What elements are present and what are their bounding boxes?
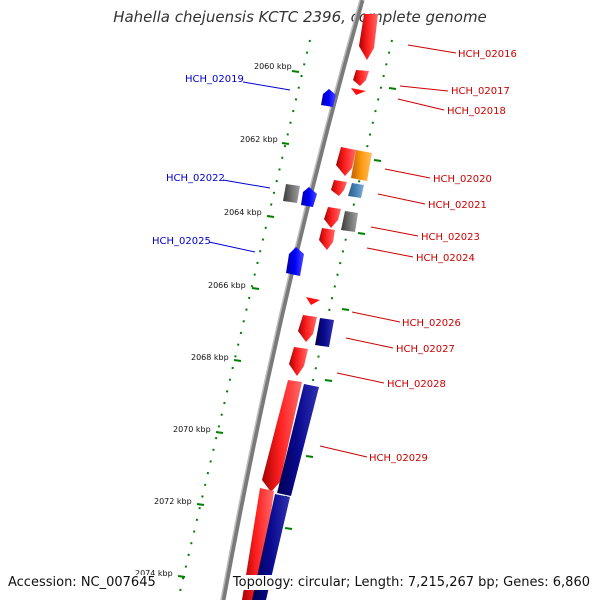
- gene-labels: HCH_02016 HCH_02017 HCH_02018 HCH_02019 …: [152, 49, 517, 464]
- accession-text: Accession: NC_007645: [8, 575, 156, 590]
- outer-tick: [305, 455, 314, 458]
- ruler-tick-label: 2068 kbp: [191, 353, 229, 362]
- ruler-tick-label: 2066 kbp: [208, 281, 246, 290]
- gene-label[interactable]: HCH_02020: [433, 174, 492, 185]
- gene-arrow-hch-02022[interactable]: [301, 187, 317, 207]
- leader-line: [242, 81, 291, 91]
- ruler-tick: [251, 287, 260, 290]
- leader-line: [208, 241, 256, 253]
- leader-line: [370, 226, 419, 237]
- gene-label[interactable]: HCH_02024: [416, 253, 475, 264]
- leader-line: [397, 98, 445, 111]
- gene-label[interactable]: HCH_02026: [402, 318, 461, 329]
- ruler-tick: [233, 359, 242, 362]
- leader-line: [336, 372, 385, 384]
- gene-arrow-hch-02023[interactable]: [324, 207, 341, 228]
- gene-arrow-hch-02019[interactable]: [321, 89, 336, 107]
- outer-tick: [357, 232, 366, 235]
- gene-label[interactable]: HCH_02017: [451, 86, 510, 97]
- backbone: [220, 0, 365, 600]
- gene-label[interactable]: HCH_02016: [458, 49, 517, 60]
- gene-label[interactable]: HCH_02019: [185, 74, 244, 85]
- ruler-tick-label: 2074 kbp: [135, 569, 173, 578]
- ruler-tick: [266, 215, 275, 218]
- gene-box-hch-02023[interactable]: [341, 211, 358, 232]
- label-leaders: [208, 44, 457, 458]
- gene-box-hch-02022[interactable]: [283, 184, 300, 203]
- gene-arrow-hch-02021[interactable]: [331, 180, 347, 196]
- leader-line: [384, 168, 431, 179]
- gene-arrow-hch-02018[interactable]: [351, 88, 366, 95]
- gene-box-hch-02021[interactable]: [348, 183, 364, 198]
- leader-line: [407, 44, 457, 54]
- gene-features: [242, 14, 378, 600]
- gene-arrow-hch-02017[interactable]: [353, 70, 369, 86]
- ruler-tick: [177, 575, 186, 578]
- ruler-tick: [215, 431, 224, 434]
- outer-tick: [341, 308, 350, 311]
- gene-label[interactable]: HCH_02029: [369, 453, 428, 464]
- backbone-arc-highlight: [220, 0, 361, 600]
- gene-label[interactable]: HCH_02023: [421, 232, 480, 243]
- gene-label[interactable]: HCH_02018: [447, 106, 506, 117]
- leader-line: [351, 311, 401, 323]
- gene-arrow-hch-02024[interactable]: [319, 228, 335, 250]
- backbone-arc: [220, 0, 365, 600]
- gene-box-hch-02029[interactable]: [277, 384, 319, 496]
- gene-box-hch-02020[interactable]: [351, 150, 372, 181]
- gene-box-hch-02027[interactable]: [315, 318, 334, 347]
- gene-bar-lower-red[interactable]: [242, 488, 274, 600]
- ruler-tick: [281, 142, 290, 145]
- gene-arrow-hch-02025[interactable]: [286, 247, 304, 276]
- ruler-tick-label: 2070 kbp: [173, 425, 211, 434]
- leader-line: [222, 179, 271, 189]
- gene-label[interactable]: HCH_02025: [152, 236, 211, 247]
- gene-label[interactable]: HCH_02027: [396, 344, 455, 355]
- ruler-tick-label: 2064 kbp: [224, 208, 262, 217]
- gene-arrow-hch-02016[interactable]: [359, 14, 378, 60]
- inner-guide-line: [177, 39, 311, 600]
- gene-label[interactable]: HCH_02022: [166, 173, 225, 184]
- outer-ticks: [284, 87, 397, 530]
- outer-tick: [324, 379, 333, 382]
- leader-line: [399, 85, 449, 92]
- map-title: Hahella chejuensis KCTC 2396, complete g…: [113, 8, 487, 26]
- leader-line: [366, 247, 414, 258]
- gene-arrow-hch-02027[interactable]: [298, 315, 317, 342]
- gene-bar-lower-navy[interactable]: [252, 494, 290, 600]
- ruler: 2060 kbp 2062 kbp 2064 kbp 2066 kbp 2068…: [135, 62, 300, 578]
- topology-text: Topology: circular; Length: 7,215,267 bp…: [232, 575, 590, 590]
- gene-arrow-hch-02020[interactable]: [336, 147, 356, 176]
- gene-arrow-hch-02026[interactable]: [306, 297, 320, 305]
- ruler-tick-label: 2060 kbp: [254, 62, 292, 71]
- gene-arrow-hch-02029[interactable]: [262, 380, 302, 492]
- leader-line: [345, 337, 394, 349]
- leader-line: [377, 193, 426, 205]
- gene-label[interactable]: HCH_02021: [428, 200, 487, 211]
- gene-label[interactable]: HCH_02028: [387, 379, 446, 390]
- ruler-tick: [196, 503, 205, 506]
- gene-arrow-hch-02028[interactable]: [289, 347, 308, 376]
- ruler-tick-label: 2062 kbp: [240, 135, 278, 144]
- outer-tick: [388, 87, 397, 90]
- ruler-tick: [291, 70, 300, 73]
- outer-tick: [373, 159, 382, 162]
- leader-line: [319, 445, 368, 458]
- outer-tick: [284, 527, 293, 530]
- ruler-tick-label: 2072 kbp: [154, 497, 192, 506]
